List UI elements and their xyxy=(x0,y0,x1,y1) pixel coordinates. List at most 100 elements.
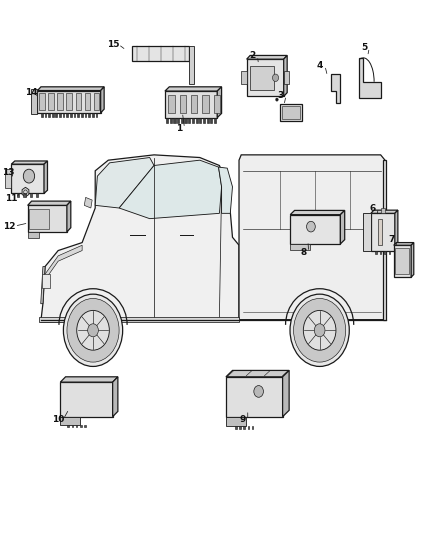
Bar xyxy=(59,113,61,117)
Bar xyxy=(77,113,79,117)
Bar xyxy=(240,426,241,430)
Circle shape xyxy=(276,98,278,101)
Bar xyxy=(41,113,42,117)
Polygon shape xyxy=(41,155,239,322)
Bar xyxy=(63,113,64,117)
Text: 6: 6 xyxy=(370,204,376,213)
Bar xyxy=(173,118,176,123)
Bar xyxy=(81,113,83,117)
Polygon shape xyxy=(394,243,414,245)
Bar xyxy=(189,46,194,84)
Bar xyxy=(67,425,69,427)
Bar xyxy=(32,89,38,115)
Bar xyxy=(74,113,75,117)
Bar xyxy=(191,95,197,114)
Bar xyxy=(5,169,11,188)
Bar xyxy=(18,193,19,197)
Bar xyxy=(84,425,85,427)
Polygon shape xyxy=(284,55,287,96)
Bar xyxy=(67,93,72,110)
Bar xyxy=(394,245,411,277)
Polygon shape xyxy=(290,211,345,215)
Polygon shape xyxy=(395,210,398,251)
Polygon shape xyxy=(340,211,345,244)
Circle shape xyxy=(304,310,336,350)
Bar xyxy=(169,95,174,114)
Bar xyxy=(42,274,50,288)
Bar xyxy=(210,118,212,123)
Bar xyxy=(29,208,49,229)
Bar xyxy=(71,425,73,427)
Bar xyxy=(28,232,39,238)
Bar xyxy=(132,46,189,61)
Bar xyxy=(11,164,44,193)
Bar xyxy=(214,95,220,114)
Bar xyxy=(244,426,245,430)
Bar xyxy=(202,95,208,114)
Polygon shape xyxy=(239,155,385,320)
Text: 3: 3 xyxy=(278,91,284,100)
Bar xyxy=(56,113,57,117)
Circle shape xyxy=(290,294,349,367)
Bar xyxy=(384,251,386,254)
Polygon shape xyxy=(217,87,222,118)
Bar xyxy=(60,417,80,425)
Bar xyxy=(85,93,90,110)
Bar xyxy=(38,91,101,113)
Text: 7: 7 xyxy=(389,236,395,245)
Bar xyxy=(177,118,179,123)
Polygon shape xyxy=(331,74,340,103)
Bar xyxy=(203,118,205,123)
Circle shape xyxy=(64,294,123,367)
Circle shape xyxy=(307,221,315,232)
Bar xyxy=(188,118,191,123)
Bar xyxy=(381,208,385,213)
Bar xyxy=(192,118,194,123)
Bar xyxy=(45,113,46,117)
Bar xyxy=(280,104,302,121)
Polygon shape xyxy=(371,210,398,213)
Polygon shape xyxy=(95,158,154,208)
Bar xyxy=(247,59,284,96)
Circle shape xyxy=(77,310,110,350)
Bar xyxy=(375,251,377,254)
Bar xyxy=(226,417,246,426)
Bar xyxy=(28,205,67,232)
Polygon shape xyxy=(283,370,289,417)
Polygon shape xyxy=(60,377,118,382)
Bar xyxy=(165,91,217,118)
Bar xyxy=(250,66,274,90)
Circle shape xyxy=(67,298,119,362)
Bar xyxy=(247,426,249,430)
Bar xyxy=(290,244,310,251)
Bar xyxy=(36,193,38,197)
Text: 9: 9 xyxy=(239,415,246,424)
Polygon shape xyxy=(359,58,381,98)
Bar xyxy=(282,106,300,119)
Bar xyxy=(24,193,26,197)
Bar xyxy=(170,118,172,123)
Circle shape xyxy=(23,169,35,183)
Polygon shape xyxy=(101,87,104,113)
Bar xyxy=(48,93,54,110)
Text: 12: 12 xyxy=(3,222,16,231)
Text: 15: 15 xyxy=(107,40,119,49)
Text: 1: 1 xyxy=(176,124,183,133)
Circle shape xyxy=(272,74,279,82)
Bar xyxy=(207,118,209,123)
Bar xyxy=(76,425,78,427)
Bar xyxy=(67,113,68,117)
Bar xyxy=(60,382,113,417)
Circle shape xyxy=(254,385,263,397)
Polygon shape xyxy=(38,87,104,91)
Polygon shape xyxy=(165,87,222,91)
Bar xyxy=(52,113,53,117)
Bar xyxy=(195,118,198,123)
Polygon shape xyxy=(226,370,289,377)
Polygon shape xyxy=(67,201,71,232)
Polygon shape xyxy=(11,161,47,164)
Bar xyxy=(184,118,187,123)
Circle shape xyxy=(88,324,99,337)
Bar xyxy=(95,113,97,117)
Polygon shape xyxy=(28,201,71,205)
